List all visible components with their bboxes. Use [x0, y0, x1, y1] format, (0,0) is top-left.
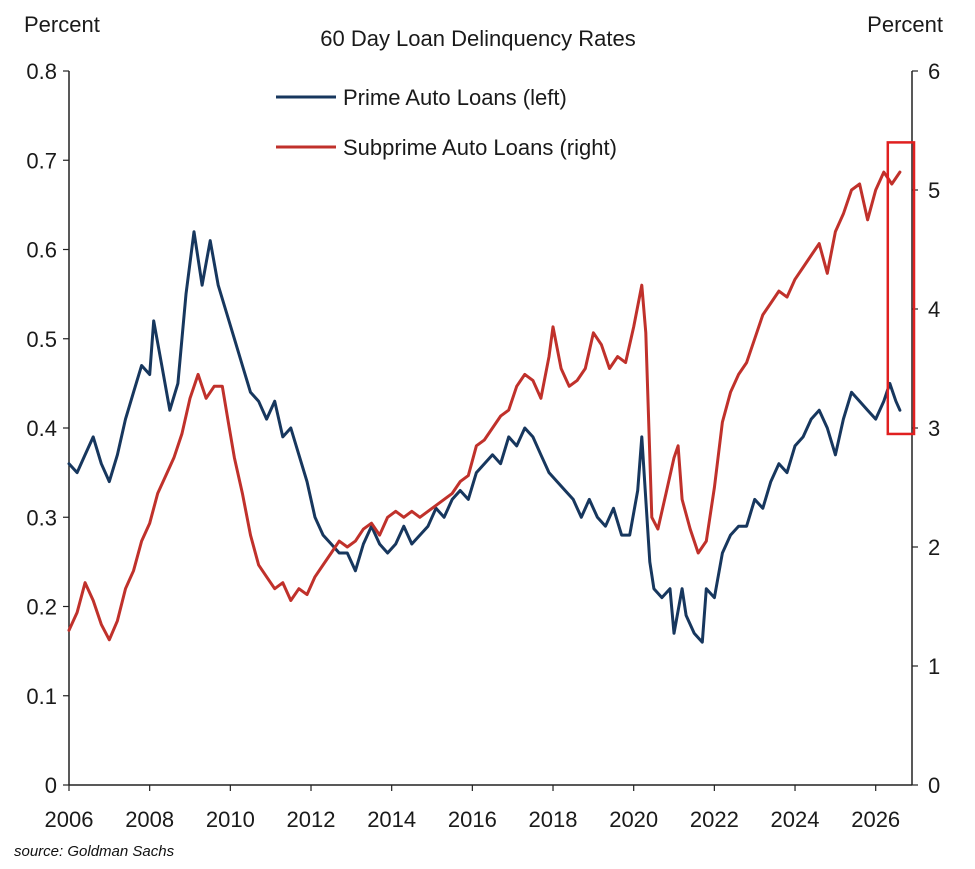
x-tick-label: 2018 — [529, 807, 578, 832]
right-tick-label: 5 — [928, 178, 940, 203]
x-tick-label: 2006 — [45, 807, 94, 832]
x-axis-ticks: 2006 2008 2010 2012 2014 2016 2018 2020 2022 2024… — [45, 785, 900, 832]
left-tick-label: 0.5 — [26, 327, 57, 352]
chart-title: 60 Day Loan Delinquency Rates — [320, 26, 636, 51]
highlight-box — [886, 141, 916, 436]
right-tick-label: 2 — [928, 535, 940, 560]
x-tick-label: 2014 — [367, 807, 416, 832]
x-tick-label: 2016 — [448, 807, 497, 832]
x-tick-label: 2008 — [125, 807, 174, 832]
x-tick-label: 2012 — [287, 807, 336, 832]
left-tick-label: 0.8 — [26, 59, 57, 84]
series-line-subprime — [67, 170, 902, 642]
right-axis-label: Percent — [867, 12, 943, 37]
source-note: source: Goldman Sachs — [14, 843, 175, 860]
right-tick-label: 1 — [928, 654, 940, 679]
left-tick-label: 0.7 — [26, 148, 57, 173]
x-tick-label: 2010 — [206, 807, 255, 832]
series-lines — [67, 170, 902, 644]
legend: Prime Auto Loans (left) Subprime Auto Lo… — [276, 85, 617, 160]
left-tick-label: 0.4 — [26, 416, 57, 441]
right-tick-label: 3 — [928, 416, 940, 441]
right-tick-label: 6 — [928, 59, 940, 84]
legend-label-prime: Prime Auto Loans (left) — [343, 85, 567, 110]
left-axis-label: Percent — [24, 12, 100, 37]
axes — [68, 71, 913, 786]
left-tick-label: 0.1 — [26, 684, 57, 709]
left-tick-label: 0.6 — [26, 238, 57, 263]
x-tick-label: 2024 — [771, 807, 820, 832]
right-axis-ticks: 0 1 2 3 4 5 6 — [912, 59, 940, 798]
left-tick-label: 0.2 — [26, 595, 57, 620]
right-tick-label: 0 — [928, 773, 940, 798]
x-tick-label: 2026 — [851, 807, 900, 832]
series-line-prime — [67, 230, 902, 644]
left-tick-label: 0 — [45, 773, 57, 798]
x-tick-label: 2020 — [609, 807, 658, 832]
left-tick-label: 0.3 — [26, 505, 57, 530]
x-tick-label: 2022 — [690, 807, 739, 832]
right-tick-label: 4 — [928, 297, 940, 322]
legend-label-subprime: Subprime Auto Loans (right) — [343, 135, 617, 160]
left-axis-ticks: 0 0.1 0.2 0.3 0.4 0.5 0.6 0.7 0.8 — [26, 59, 69, 798]
